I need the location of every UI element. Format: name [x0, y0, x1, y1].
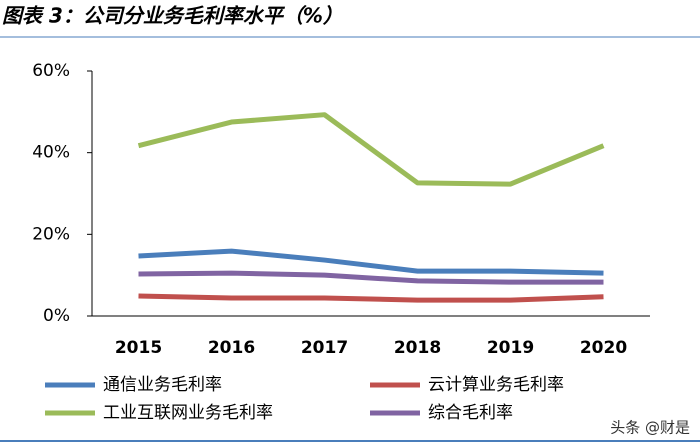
legend-label: 通信业务毛利率: [103, 375, 222, 395]
x-tick-label: 2015: [115, 338, 162, 358]
y-tick-label: 20%: [32, 224, 70, 244]
y-tick-label: 0%: [43, 306, 70, 326]
x-tick-label: 2018: [394, 338, 441, 358]
series-line: [137, 112, 605, 187]
series-line: [138, 293, 604, 303]
y-tick-label: 40%: [32, 143, 70, 163]
series-line: [138, 270, 604, 285]
series-line: [138, 248, 604, 276]
y-tick-label: 60%: [32, 61, 70, 81]
x-tick-label: 2020: [580, 338, 627, 358]
x-tick-label: 2016: [208, 338, 255, 358]
chart-title: 图表 3：公司分业务毛利率水平（%）: [2, 4, 343, 28]
legend-label: 工业互联网业务毛利率: [103, 403, 273, 423]
legend-label: 综合毛利率: [428, 403, 513, 423]
x-tick-label: 2017: [301, 338, 348, 358]
x-tick-label: 2019: [487, 338, 534, 358]
legend-label: 云计算业务毛利率: [428, 375, 564, 395]
watermark: 头条 @财是: [610, 419, 690, 437]
